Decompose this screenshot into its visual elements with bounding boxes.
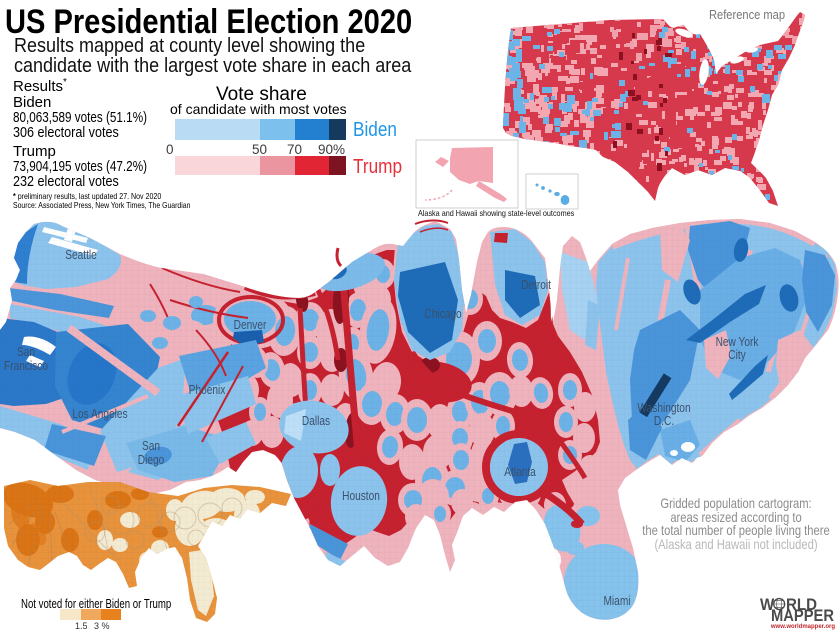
svg-text:www.worldmapper.org: www.worldmapper.org: [770, 624, 835, 630]
svg-text:MAPPER: MAPPER: [771, 606, 834, 625]
